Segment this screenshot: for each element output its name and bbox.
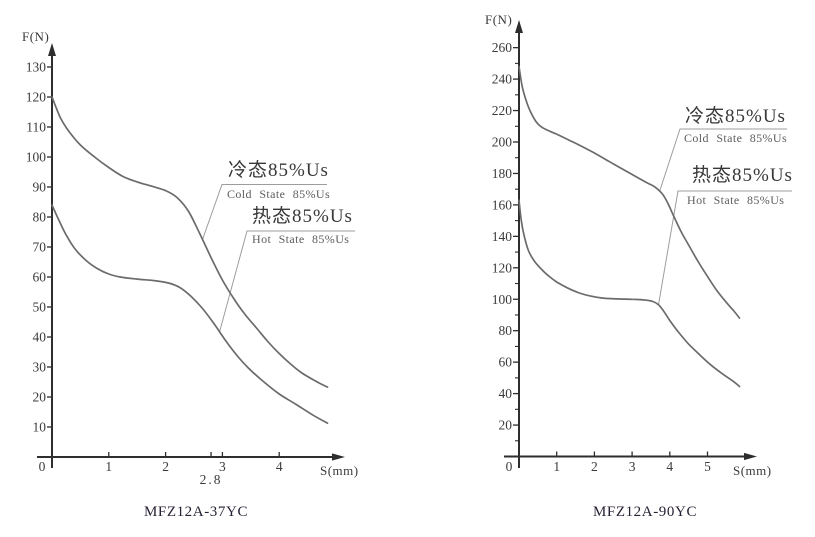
- chart-MFZ12A-37YC: 10 20 30 40 50 60 70 80 90 100 110 120 130 1 2 3 4 2.8 0: [26, 43, 355, 487]
- cold-callout-en: Cold State 85%Us: [227, 187, 331, 201]
- y-tick-label: 260: [492, 40, 513, 55]
- y-tick-label: 20: [499, 418, 513, 433]
- hot-state-callout-leader: [658, 190, 792, 305]
- cold-state-callout-leader: [659, 128, 787, 192]
- x-tick-label: 2: [162, 459, 169, 474]
- hot-callout-zh: 热态85%Us: [252, 206, 353, 227]
- y-axis-label: F(N): [485, 12, 513, 27]
- x-axis-arrow-icon: [744, 452, 757, 461]
- y-tick-label: 80: [499, 323, 513, 338]
- x-tick-label: 1: [105, 459, 112, 474]
- y-tick-label: 10: [33, 420, 47, 435]
- x-tick-label: 2: [591, 459, 598, 474]
- x-tick-label: 3: [629, 459, 636, 474]
- chart-title: MFZ12A-37YC: [143, 504, 249, 520]
- y-axis-arrow-icon: [48, 43, 56, 56]
- y-tick-label: 40: [33, 330, 47, 345]
- cold-state-callout-leader: [202, 184, 327, 240]
- cold-state-curve: [51, 96, 329, 388]
- y-tick-label: 100: [492, 292, 513, 307]
- y-tick-label: 70: [33, 240, 47, 255]
- y-tick-label: 200: [492, 135, 513, 150]
- y-tick-label: 220: [492, 103, 513, 118]
- hot-state-callout-leader: [219, 230, 355, 332]
- x-axis-label: S(mm): [320, 463, 359, 478]
- y-axis-label: F(N): [22, 29, 50, 44]
- y-tick-label: 130: [26, 60, 47, 75]
- hot-state-curve: [51, 204, 329, 424]
- hot-callout-en: Hot State 85%Us: [687, 193, 785, 207]
- x-tick-label: 4: [276, 459, 283, 474]
- cold-callout-en: Cold State 85%Us: [684, 131, 788, 145]
- x-tick-label: 1: [553, 459, 560, 474]
- y-tick-label: 40: [499, 386, 513, 401]
- hot-callout-en: Hot State 85%Us: [252, 232, 350, 246]
- cold-state-curve: [518, 65, 741, 319]
- y-tick-label: 60: [499, 355, 513, 370]
- y-tick-label: 120: [492, 260, 513, 275]
- y-tick-label: 90: [33, 180, 47, 195]
- x-tick-label: 3: [219, 459, 226, 474]
- y-tick-label: 120: [26, 90, 47, 105]
- x-extra-tick-label: 2.8: [200, 472, 223, 487]
- y-tick-label: 50: [33, 300, 47, 315]
- y-tick-label: 110: [26, 120, 46, 135]
- y-tick-label: 80: [33, 210, 47, 225]
- y-tick-label: 140: [492, 229, 513, 244]
- chart-title: MFZ12A-90YC: [592, 504, 698, 520]
- x-tick-label: 4: [666, 459, 673, 474]
- origin-label: 0: [506, 459, 513, 474]
- y-tick-label: 100: [26, 150, 47, 165]
- cold-callout-zh: 冷态85%Us: [685, 106, 786, 127]
- y-axis-arrow-icon: [515, 20, 523, 33]
- origin-label: 0: [39, 459, 46, 474]
- x-tick-label: 5: [704, 459, 711, 474]
- x-axis-label: S(mm): [733, 463, 772, 478]
- y-tick-label: 20: [33, 390, 47, 405]
- y-tick-label: 240: [492, 72, 513, 87]
- hot-state-curve: [518, 199, 741, 388]
- y-tick-label: 180: [492, 166, 513, 181]
- cold-callout-zh: 冷态85%Us: [228, 160, 329, 181]
- chart-MFZ12A-90YC: 20 40 60 80 100 120 140 160 180 200 220 240 260 1 2 3 4 5…: [492, 20, 792, 474]
- hot-callout-zh: 热态85%Us: [692, 165, 793, 186]
- y-tick-label: 60: [33, 270, 47, 285]
- y-tick-label: 160: [492, 197, 513, 212]
- y-tick-label: 30: [33, 360, 47, 375]
- x-axis-arrow-icon: [332, 453, 345, 461]
